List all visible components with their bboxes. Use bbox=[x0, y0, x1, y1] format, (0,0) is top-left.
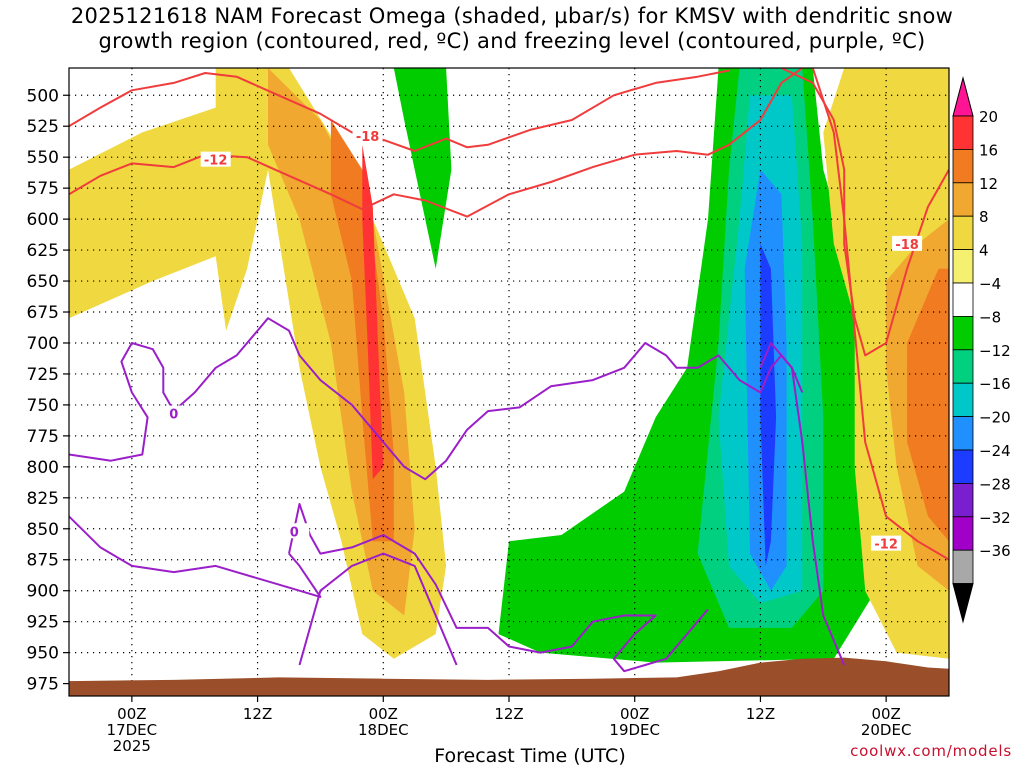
freezing-contour-line-1 bbox=[288, 503, 709, 673]
freezing-contour-line-2 bbox=[69, 515, 322, 598]
dgz-contour-label-bg-1 bbox=[200, 151, 231, 167]
colorbar-bin-12 bbox=[952, 482, 974, 518]
colorbar-bin-7 bbox=[952, 315, 974, 351]
dgz-contour-line-1 bbox=[69, 68, 803, 218]
dgz-contour-label-1: -12 bbox=[204, 154, 228, 169]
x-tick-label-h78-0: 00Z bbox=[871, 705, 900, 723]
y-tick-label-750: 750 bbox=[27, 396, 59, 416]
colorbar-bin-14 bbox=[952, 549, 974, 585]
freezing-contour-line-3 bbox=[298, 552, 458, 666]
freezing-contour-label-0: 0 bbox=[169, 408, 178, 423]
colorbar-label-5: −4 bbox=[979, 275, 1001, 293]
y-tick-label-875: 875 bbox=[27, 551, 59, 571]
y-tick-label-925: 925 bbox=[27, 613, 59, 633]
x-tick-label-h30-0: 00Z bbox=[369, 705, 398, 723]
colorbar-bin-1 bbox=[952, 115, 974, 150]
dgz-contour-line-3 bbox=[811, 68, 949, 561]
chart-title-line2: growth region (contoured, red, ºC) and f… bbox=[98, 29, 926, 53]
colorbar-bin-4 bbox=[952, 215, 974, 250]
chart-title: 2025121618 NAM Forecast Omega (shaded, µ… bbox=[0, 4, 1024, 54]
y-tick-label-500: 500 bbox=[27, 86, 59, 106]
y-tick-label-950: 950 bbox=[27, 644, 59, 664]
colorbar-bin-6 bbox=[952, 282, 974, 317]
y-tick-label-900: 900 bbox=[27, 582, 59, 602]
colorbar-bin-3 bbox=[952, 182, 974, 217]
freezing-contour-label-1: 0 bbox=[290, 525, 299, 540]
x-tick-label-h66-0: 12Z bbox=[746, 705, 775, 723]
y-tick-label-625: 625 bbox=[27, 241, 59, 261]
contour-layer: -18 -12 -18 -12 0 0 bbox=[69, 68, 949, 673]
y-tick-label-650: 650 bbox=[27, 272, 59, 292]
colorbar-label-6: −8 bbox=[979, 308, 1001, 326]
colorbar-bin-11 bbox=[952, 449, 974, 484]
colorbar-bin-10 bbox=[952, 416, 974, 451]
terrain-layer bbox=[69, 657, 949, 696]
x-tick-label-h6-0: 00Z bbox=[117, 705, 146, 723]
y-tick-label-600: 600 bbox=[27, 210, 59, 230]
y-tick-label-775: 775 bbox=[27, 427, 59, 447]
colorbar-bin-2 bbox=[952, 148, 974, 184]
x-tick-label-h18-0: 12Z bbox=[243, 705, 272, 723]
y-axis: 500 525 550 575 600 625 650 675 700 725 750 775 800 8… bbox=[27, 86, 69, 695]
x-tick-label-h6-1: 17DEC bbox=[107, 721, 158, 739]
dgz-contour-label-3: -12 bbox=[874, 538, 898, 553]
x-tick-label-h30-1: 18DEC bbox=[358, 721, 409, 739]
y-tick-label-575: 575 bbox=[27, 179, 59, 199]
omega-region-rising-peak-18dec bbox=[362, 144, 384, 480]
colorbar-label-0: 20 bbox=[979, 108, 998, 126]
colorbar-label-13: −36 bbox=[979, 542, 1011, 560]
freezing-contour-label-bg-0 bbox=[158, 405, 189, 421]
dgz-contour-label-0: -18 bbox=[356, 130, 380, 145]
omega-region-sinking-upper-18dec bbox=[393, 68, 452, 269]
colorbar-bin-5 bbox=[952, 249, 974, 284]
dgz-contour-label-bg-3 bbox=[871, 535, 902, 551]
y-tick-label-675: 675 bbox=[27, 303, 59, 323]
x-tick-label-h6-2: 2025 bbox=[113, 737, 151, 755]
colorbar-label-11: −28 bbox=[979, 475, 1011, 493]
colorbar-bin-13 bbox=[952, 516, 974, 551]
omega-region-sinking-peak-19dec bbox=[760, 243, 777, 566]
colorbar-label-12: −32 bbox=[979, 509, 1011, 527]
y-tick-label-850: 850 bbox=[27, 520, 59, 540]
colorbar-bin-9 bbox=[952, 382, 974, 418]
y-tick-label-975: 975 bbox=[27, 675, 59, 695]
dgz-contour-label-bg-2 bbox=[892, 235, 923, 251]
y-tick-label-825: 825 bbox=[27, 489, 59, 509]
x-tick-label-h78-1: 20DEC bbox=[861, 721, 912, 739]
x-tick-label-h54-0: 00Z bbox=[620, 705, 649, 723]
y-tick-label-550: 550 bbox=[27, 148, 59, 168]
freezing-contour-label-bg-1 bbox=[279, 523, 310, 539]
chart-title-line1: 2025121618 NAM Forecast Omega (shaded, µ… bbox=[70, 4, 954, 28]
colorbar-label-1: 16 bbox=[979, 141, 998, 159]
y-tick-label-525: 525 bbox=[27, 117, 59, 137]
dgz-contour-label-bg-0 bbox=[352, 128, 383, 144]
dgz-contour-line-0 bbox=[69, 69, 730, 152]
y-tick-label-725: 725 bbox=[27, 365, 59, 385]
colorbar-label-4: 4 bbox=[979, 242, 989, 260]
colorbar-label-8: −16 bbox=[979, 375, 1011, 393]
y-tick-label-800: 800 bbox=[27, 458, 59, 478]
colorbar: 20 16 12 8 4 −4 −8 −12 −16 −20 −24 −28 −32 −36 bbox=[952, 76, 1011, 624]
credit-text: coolwx.com/models bbox=[850, 742, 1012, 760]
colorbar-label-10: −24 bbox=[979, 442, 1011, 460]
dgz-contour-label-2: -18 bbox=[895, 238, 919, 253]
y-tick-label-700: 700 bbox=[27, 334, 59, 354]
freezing-contour-line-0 bbox=[69, 317, 804, 481]
x-tick-label-h42-0: 12Z bbox=[494, 705, 523, 723]
colorbar-label-3: 8 bbox=[979, 208, 989, 226]
colorbar-bin-8 bbox=[952, 349, 974, 384]
colorbar-label-9: −20 bbox=[979, 409, 1011, 427]
colorbar-top-arrow bbox=[952, 76, 974, 117]
colorbar-bottom-arrow bbox=[952, 583, 974, 624]
terrain-fill bbox=[69, 657, 949, 696]
x-tick-label-h54-1: 19DEC bbox=[609, 721, 660, 739]
x-axis-label: Forecast Time (UTC) bbox=[434, 745, 626, 767]
freezing-contour-line-4 bbox=[759, 342, 846, 666]
colorbar-label-7: −12 bbox=[979, 342, 1011, 360]
colorbar-label-2: 12 bbox=[979, 175, 998, 193]
